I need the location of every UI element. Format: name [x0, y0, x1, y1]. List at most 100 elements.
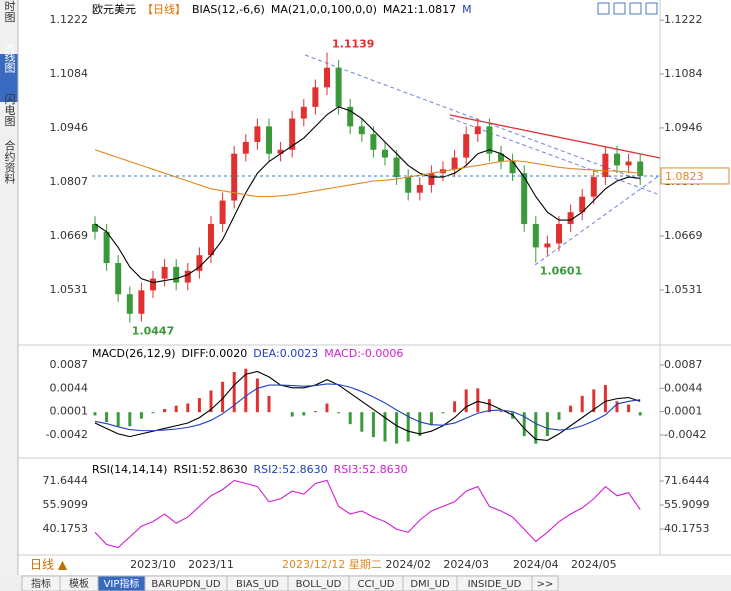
- x-tick-label: 2024/04: [513, 558, 559, 571]
- tab-label[interactable]: VIP指标: [104, 577, 140, 590]
- candle-body: [474, 126, 481, 135]
- sidebar: [0, 0, 18, 575]
- candle-body: [231, 153, 238, 201]
- y-tick-label: 0.0087: [50, 358, 89, 371]
- candle-body: [126, 294, 133, 314]
- sidebar-tab[interactable]: K线图: [3, 43, 16, 73]
- candle-body: [428, 173, 435, 185]
- candle-body: [324, 67, 330, 88]
- candle-body: [544, 243, 551, 248]
- tab-label[interactable]: >>: [537, 579, 554, 590]
- line: [94, 370, 641, 441]
- candle-body: [370, 134, 377, 150]
- candle-body: [602, 153, 609, 178]
- y-tick-label: 1.1084: [50, 67, 89, 80]
- toolbar-icons[interactable]: [597, 2, 658, 15]
- tab-label[interactable]: CCI_UD: [358, 579, 395, 590]
- icon[interactable]: [613, 2, 626, 15]
- low-label: 1.0601: [540, 265, 582, 278]
- candle-body: [242, 141, 249, 154]
- tab-label[interactable]: BARUPDN_UD: [151, 579, 220, 590]
- y-tick-label: 1.0669: [50, 229, 89, 242]
- candle-body: [451, 157, 458, 170]
- legend-item: MA(21,0,0,100,0,0): [271, 3, 377, 16]
- y-tick-label: 0.0001: [50, 405, 89, 418]
- sidebar-tab[interactable]: 闪电图: [3, 92, 16, 127]
- candle-body: [115, 263, 122, 295]
- y-tick-label: 1.1222: [50, 13, 89, 26]
- tab-label[interactable]: 指标: [31, 577, 51, 590]
- candle-body: [92, 223, 98, 232]
- x-tick-label: 2024/02: [385, 558, 431, 571]
- sidebar-tab[interactable]: 分时图: [3, 0, 16, 23]
- legend-item: RSI2:52.8630: [254, 463, 328, 476]
- y-tick-label: 71.6444: [664, 474, 710, 487]
- candle-body: [625, 161, 632, 166]
- legend-item: DEA:0.0023: [253, 347, 318, 360]
- crosshair-box: [280, 556, 380, 573]
- tab-label[interactable]: DMI_UD: [410, 579, 450, 590]
- candle-body: [358, 126, 365, 135]
- current-price: 1.0823: [665, 170, 704, 183]
- candle-body: [103, 231, 110, 264]
- candle-body: [219, 200, 226, 224]
- trend-line: [534, 174, 661, 266]
- trend-lines: [304, 54, 661, 266]
- trend-line: [304, 54, 641, 181]
- line: [94, 479, 641, 549]
- y-tick-label: 1.0531: [50, 283, 89, 296]
- legend-item: RSI3:52.8630: [334, 463, 408, 476]
- x-tick-label: 2023/10: [130, 558, 176, 571]
- candle-body: [300, 106, 307, 119]
- legend-item: M: [462, 3, 472, 16]
- candle-body: [567, 212, 574, 224]
- y-tick-label: 0.0044: [664, 381, 703, 394]
- candle-body: [486, 126, 493, 154]
- tab-label[interactable]: BIAS_UD: [236, 579, 279, 590]
- y-tick-label: 0.0087: [664, 358, 703, 371]
- x-tick-label: 2024/03: [443, 558, 489, 571]
- legend-item: RSI1:52.8630: [173, 463, 247, 476]
- candle-body: [150, 278, 156, 291]
- icon[interactable]: [597, 2, 610, 15]
- sidebar-tab[interactable]: 合约资料: [3, 139, 16, 185]
- candle-body: [521, 173, 528, 224]
- candle-body: [463, 134, 470, 158]
- tab[interactable]: [531, 575, 559, 591]
- tab-label[interactable]: INSIDE_UD: [468, 579, 522, 590]
- candle-body: [184, 270, 191, 283]
- y-tick-label: 1.0669: [664, 229, 703, 242]
- candle-body: [637, 161, 644, 176]
- candle-body: [382, 149, 388, 158]
- candle-body: [498, 153, 504, 162]
- y-tick-label: 0.0044: [50, 381, 89, 394]
- candle-body: [254, 126, 261, 142]
- candle-body: [532, 223, 539, 248]
- y-tick-label: 1.1084: [664, 67, 703, 80]
- tab-label[interactable]: BOLL_UD: [296, 579, 342, 590]
- icon[interactable]: [645, 2, 658, 15]
- candle-body: [509, 161, 516, 174]
- price-box: [660, 167, 730, 185]
- icon[interactable]: [629, 2, 642, 15]
- legend-item: MACD:-0.0006: [324, 347, 403, 360]
- candle-body: [208, 223, 214, 256]
- y-tick-label: 1.0807: [50, 175, 89, 188]
- candle-body: [196, 255, 203, 271]
- candle-body: [138, 290, 145, 314]
- y-tick-label: 1.1222: [664, 13, 703, 26]
- tab-label[interactable]: 模板: [69, 577, 89, 590]
- y-tick-label: 71.6444: [43, 474, 89, 487]
- period-button[interactable]: 日线 ▲: [30, 558, 68, 572]
- legend-item: 欧元美元: [92, 3, 136, 16]
- candle-body: [416, 184, 423, 193]
- line: [94, 106, 641, 284]
- low-label: 1.0447: [132, 325, 174, 338]
- candle-body: [556, 223, 562, 244]
- trend-line: [449, 117, 661, 196]
- candle-body: [405, 177, 412, 193]
- legend-item: MACD(26,12,9): [92, 347, 176, 360]
- candle-body: [289, 118, 296, 150]
- legend-item: MA21:1.0817: [383, 3, 456, 16]
